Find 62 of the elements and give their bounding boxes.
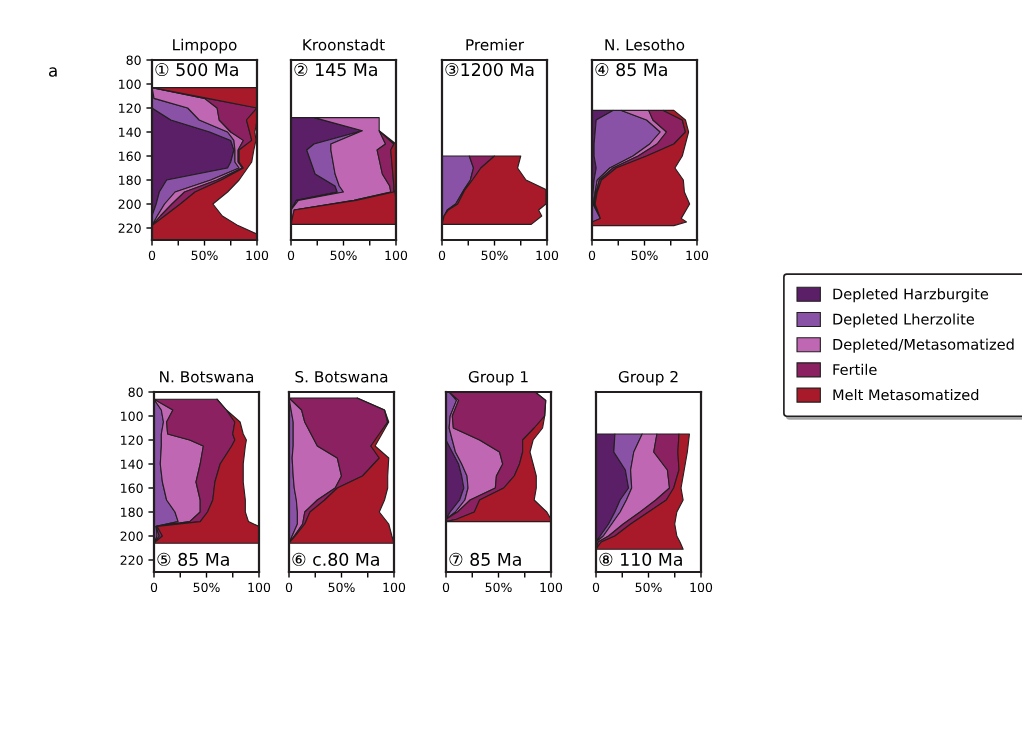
- x-tick-label: 0: [592, 582, 600, 593]
- y-tick-label: 120: [121, 435, 143, 445]
- y-tick-label: 220: [120, 555, 143, 565]
- x-tick-label: 50%: [635, 582, 662, 593]
- y-tick-label: 220: [118, 223, 141, 233]
- x-tick-label: 100: [686, 250, 709, 261]
- x-tick-label: 50%: [481, 250, 508, 261]
- legend-label: Depleted/Metasomatized: [833, 338, 1014, 353]
- x-tick-label: 100: [540, 582, 563, 593]
- legend-label: Depleted Harzburgite: [833, 288, 989, 303]
- x-tick-label: 0: [438, 250, 446, 261]
- x-tick-label: 100: [383, 582, 406, 593]
- y-tick-label: 160: [121, 483, 143, 493]
- chart-title: Group 2: [618, 370, 678, 386]
- y-tick-label: 200: [120, 531, 143, 541]
- annotation: ③1200 Ma: [445, 63, 534, 77]
- chart-title: Premier: [466, 38, 525, 51]
- chart-title: Group 1: [468, 370, 528, 386]
- annotation: ⑧ 110 Ma: [599, 552, 682, 566]
- y-tick-label: 80: [126, 55, 141, 65]
- x-tick-label: 0: [148, 250, 156, 261]
- legend-label: Melt Metasomatized: [833, 388, 979, 401]
- y-tick-label: 200: [118, 199, 141, 209]
- x-tick-label: 100: [690, 582, 713, 593]
- chart-title: Kroonstadt: [303, 38, 385, 51]
- x-tick-label: 0: [442, 582, 450, 593]
- x-tick-label: 0: [588, 250, 596, 261]
- x-tick-label: 50%: [193, 582, 220, 593]
- annotation: ① 500 Ma: [155, 63, 238, 77]
- y-tick-label: 180: [121, 507, 143, 517]
- y-tick-label: 120: [119, 103, 141, 113]
- y-tick-label: 160: [119, 151, 141, 161]
- legend-label: Fertile: [833, 363, 877, 376]
- x-tick-label: 50%: [191, 250, 218, 261]
- chart-title: Limpopo: [173, 38, 237, 54]
- annotation: ② 145 Ma: [294, 63, 377, 77]
- x-tick-label: 100: [246, 250, 269, 261]
- x-tick-label: 0: [285, 582, 293, 593]
- y-tick-label: 100: [121, 411, 143, 421]
- x-tick-label: 50%: [328, 582, 355, 593]
- x-tick-label: 100: [536, 250, 559, 261]
- x-tick-label: 100: [385, 250, 408, 261]
- chart-title: N. Botswana: [160, 371, 254, 383]
- x-tick-label: 50%: [631, 250, 658, 261]
- x-tick-label: 0: [287, 250, 295, 261]
- x-tick-label: 0: [150, 582, 158, 593]
- chart-title: N. Lesotho: [605, 38, 685, 51]
- text: a: [49, 67, 57, 77]
- y-tick-label: 80: [128, 387, 143, 397]
- x-tick-label: 50%: [330, 250, 357, 261]
- y-tick-label: 100: [119, 79, 141, 89]
- x-tick-label: 50%: [485, 582, 512, 593]
- legend-label: Depleted Lherzolite: [833, 313, 975, 328]
- annotation: ⑦ 85 Ma: [449, 552, 521, 566]
- annotation: ④ 85 Ma: [595, 63, 667, 77]
- annotation: ⑥ c.80 Ma: [292, 552, 379, 566]
- y-tick-label: 140: [121, 459, 143, 469]
- chart-title: S. Botswana: [295, 370, 388, 383]
- y-tick-label: 180: [119, 175, 141, 185]
- annotation: ⑤ 85 Ma: [157, 552, 229, 566]
- x-tick-label: 100: [248, 582, 271, 593]
- y-tick-label: 140: [119, 127, 141, 137]
